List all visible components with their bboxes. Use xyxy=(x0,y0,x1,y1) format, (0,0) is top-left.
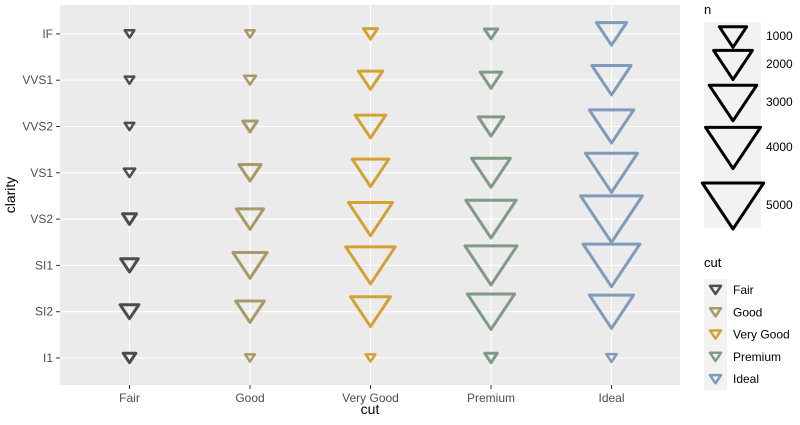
data-point xyxy=(237,163,263,183)
data-point xyxy=(476,115,506,138)
size-legend-key xyxy=(707,83,759,123)
y-tick-label: IF xyxy=(42,27,53,41)
color-legend-label: Premium xyxy=(733,350,781,364)
data-point xyxy=(118,303,141,321)
data-point xyxy=(344,245,397,286)
y-tick-label: VVS2 xyxy=(22,120,53,134)
data-point xyxy=(587,293,636,330)
y-tick-label: SI2 xyxy=(35,305,53,319)
data-point xyxy=(122,167,137,179)
color-legend-key xyxy=(708,351,723,363)
data-point xyxy=(242,74,258,86)
size-legend-key xyxy=(700,181,766,231)
color-legend-key xyxy=(708,373,723,385)
data-point xyxy=(349,295,392,329)
size-legend-key xyxy=(712,48,754,82)
color-legend-title: cut xyxy=(704,255,722,270)
axis-ticks: Fair Good Very Good Premium Ideal I1 SI2 SI1 VS2… xyxy=(22,27,624,405)
size-legend-label: 3000 xyxy=(766,95,793,109)
color-legend: cut Fair Good Very Good Premium Ideal xyxy=(704,255,790,391)
data-point xyxy=(346,201,395,238)
data-point xyxy=(123,75,136,86)
data-point xyxy=(231,251,269,280)
data-point xyxy=(123,121,136,132)
data-point xyxy=(123,29,136,39)
data-point xyxy=(470,156,512,189)
size-legend-label: 5000 xyxy=(766,198,793,212)
x-tick-label: Premium xyxy=(467,391,515,405)
y-axis-title: clarity xyxy=(2,177,18,214)
data-point xyxy=(356,69,385,91)
data-point xyxy=(121,212,138,226)
data-point xyxy=(234,299,266,324)
color-legend-key-bg xyxy=(704,368,727,391)
size-legend-title: n xyxy=(704,2,711,17)
data-marks xyxy=(118,21,644,365)
data-point xyxy=(590,64,633,97)
y-tick-label: SI1 xyxy=(35,258,53,272)
y-tick-label: I1 xyxy=(43,351,53,365)
data-point xyxy=(243,353,257,363)
data-point xyxy=(581,242,642,289)
data-point xyxy=(361,27,380,41)
data-point xyxy=(241,119,259,134)
data-point xyxy=(464,198,518,240)
size-legend-label: 1000 xyxy=(766,29,793,43)
x-tick-label: Good xyxy=(235,391,264,405)
data-point xyxy=(587,108,636,145)
size-legend-label: 4000 xyxy=(766,140,793,154)
data-point xyxy=(594,21,629,47)
color-legend-key xyxy=(708,306,723,318)
color-legend-label: Ideal xyxy=(733,372,759,386)
y-tick-label: VS1 xyxy=(30,166,53,180)
data-point xyxy=(463,244,519,287)
data-point xyxy=(478,70,504,90)
color-legend-key xyxy=(708,329,723,340)
color-legend-key-bg xyxy=(704,323,727,346)
size-legend-label: 2000 xyxy=(766,57,793,71)
color-legend-key-bg xyxy=(704,345,727,368)
color-legend-key xyxy=(708,284,723,296)
size-legend-key xyxy=(704,125,762,171)
x-axis-title: cut xyxy=(361,401,380,417)
data-point xyxy=(483,351,499,365)
size-legend-keys-bg xyxy=(704,22,761,228)
size-legend-key xyxy=(717,25,749,49)
data-point xyxy=(119,257,140,274)
data-point xyxy=(482,27,500,41)
data-point xyxy=(353,113,388,140)
data-point xyxy=(605,352,618,364)
x-tick-label: Fair xyxy=(119,391,140,405)
data-point xyxy=(350,157,391,188)
color-legend-label: Very Good xyxy=(733,328,790,342)
data-point xyxy=(121,351,138,365)
y-tick-label: VS2 xyxy=(30,212,53,226)
x-tick-label: Very Good xyxy=(342,391,399,405)
data-point xyxy=(579,194,644,244)
data-point xyxy=(243,29,257,39)
color-legend-label: Fair xyxy=(733,283,754,297)
y-tick-label: VVS1 xyxy=(22,73,53,87)
data-point xyxy=(465,292,517,331)
color-legend-key-bg xyxy=(704,301,727,324)
color-legend-label: Good xyxy=(733,305,762,319)
data-point xyxy=(234,207,266,231)
grid xyxy=(60,5,680,385)
data-point xyxy=(364,353,377,363)
x-tick-label: Ideal xyxy=(598,391,624,405)
data-point xyxy=(584,151,639,194)
color-legend-key-bg xyxy=(704,279,727,301)
size-legend: n 1000 2000 3000 4000 5000 xyxy=(700,2,793,231)
